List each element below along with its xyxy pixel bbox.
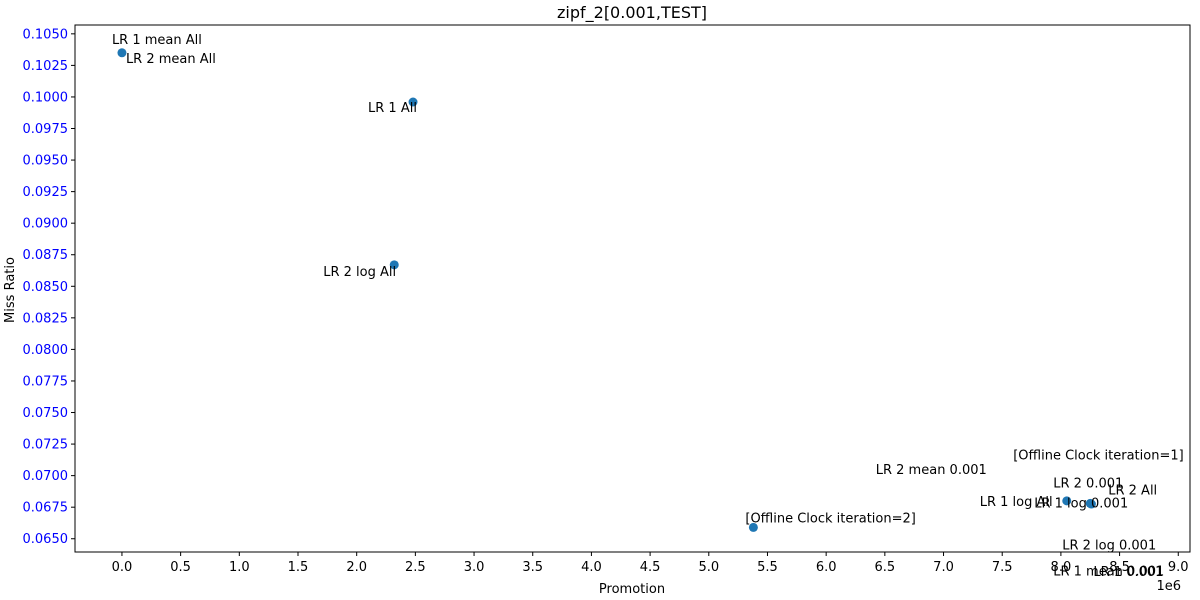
point-annotation: LR 1 mean 0.001: [1053, 564, 1164, 579]
chart-title: zipf_2[0.001,TEST]: [557, 3, 707, 23]
x-tick-label: 4.0: [581, 560, 602, 575]
y-tick-label: 0.0825: [23, 311, 69, 326]
data-point: [408, 97, 418, 107]
point-annotation: LR 2 mean 0.001: [876, 463, 987, 478]
data-point: [389, 260, 399, 270]
y-tick-label: 0.0850: [23, 280, 69, 295]
x-tick-label: 8.0: [1051, 560, 1072, 575]
x-tick-label: 2.0: [346, 560, 367, 575]
y-tick-label: 0.0875: [23, 248, 69, 263]
x-tick-label: 3.5: [522, 560, 543, 575]
data-point: [748, 522, 758, 532]
x-tick-label: 3.0: [464, 560, 485, 575]
x-tick-label: 9.0: [1168, 560, 1189, 575]
point-annotation: [Offline Clock iteration=2]: [745, 511, 915, 526]
y-tick-label: 0.0775: [23, 374, 69, 389]
x-tick-label: 2.5: [405, 560, 426, 575]
y-tick-label: 0.0675: [23, 501, 69, 516]
y-tick-label: 0.0750: [23, 406, 69, 421]
x-tick-label: 0.0: [112, 560, 133, 575]
point-annotation: LR 1 log 0.001: [1034, 496, 1128, 511]
y-tick-label: 0.1025: [23, 59, 69, 74]
x-tick-label: 1.5: [288, 560, 309, 575]
x-tick-label: 6.0: [816, 560, 837, 575]
y-tick-label: 0.0700: [23, 469, 69, 484]
x-tick-label: 7.5: [992, 560, 1013, 575]
y-tick-label: 0.0650: [23, 532, 69, 547]
point-annotation: LR 1 0.001: [1093, 565, 1163, 580]
y-tick-label: 0.0950: [23, 154, 69, 169]
x-tick-label: 7.0: [933, 560, 954, 575]
point-annotation: LR 1 All: [368, 101, 417, 116]
y-tick-label: 0.0975: [23, 122, 69, 137]
x-tick-label: 6.5: [874, 560, 895, 575]
x-tick-label: 5.5: [757, 560, 778, 575]
point-annotation: LR 2 0.001: [1053, 476, 1123, 491]
point-annotation: LR 2 log 0.001: [1062, 538, 1156, 553]
x-axis-offset-label: 1e6: [1156, 579, 1181, 594]
y-tick-label: 0.0800: [23, 343, 69, 358]
data-point: [1086, 499, 1096, 509]
x-tick-label: 8.5: [1109, 560, 1130, 575]
point-annotation: LR 1 mean All: [112, 33, 202, 48]
x-tick-label: 1.0: [229, 560, 250, 575]
x-axis-label: Promotion: [599, 582, 665, 597]
y-tick-label: 0.0725: [23, 438, 69, 453]
point-annotation: LR 1 log All: [980, 495, 1053, 510]
x-tick-label: 4.5: [640, 560, 661, 575]
point-annotation: [Offline Clock iteration=1]: [1013, 448, 1183, 463]
x-tick-label: 5.0: [698, 560, 719, 575]
x-tick-label: 0.5: [170, 560, 191, 575]
y-tick-label: 0.1050: [23, 27, 69, 42]
point-annotation: LR 2 log All: [323, 265, 396, 280]
point-annotation: LR 2 mean All: [126, 52, 216, 67]
plot-area: 0.0 0.5 1.0 1.5 2.0 2.5 3.0 3.5 4.0 4.5 5.0 5.5 6.0 6…: [23, 24, 1191, 580]
y-tick-label: 0.0925: [23, 185, 69, 200]
y-tick-label: 0.0900: [23, 217, 69, 232]
data-point: [117, 48, 127, 58]
axes-frame: [74, 24, 1191, 553]
data-point: [1062, 496, 1072, 506]
y-axis-label: Miss Ratio: [3, 257, 18, 323]
point-annotation: LR 2 All: [1108, 483, 1157, 498]
y-tick-label: 0.1000: [23, 90, 69, 105]
